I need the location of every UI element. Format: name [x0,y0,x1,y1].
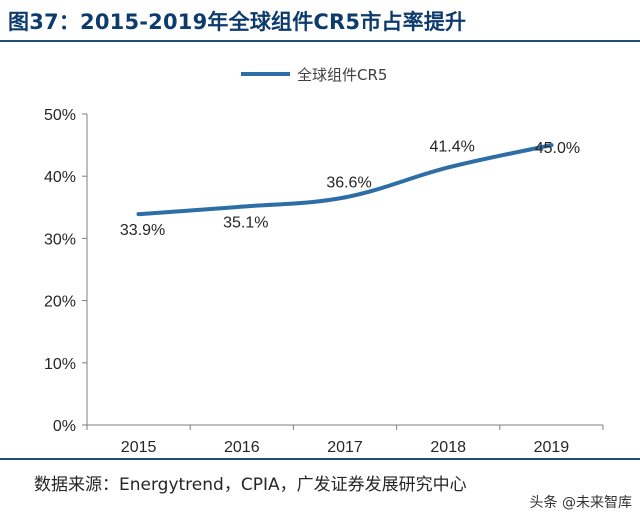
x-tick-label: 2016 [224,439,260,456]
data-label: 36.6% [326,174,371,191]
x-axis: 2015 2016 2017 2018 2019 [86,424,604,456]
y-tick-label: 40% [44,169,76,186]
title-rule [0,40,640,42]
data-point [446,165,451,170]
x-tick-label: 2019 [534,439,570,456]
x-tick-label: 2017 [327,439,363,456]
x-tick-label: 2018 [430,439,466,456]
watermark: 头条 @未来智库 [529,495,632,511]
legend: 全球组件CR5 [241,66,387,84]
line-chart: 全球组件CR5 0%10%20%30%40%50% 2015 2016 2017 20… [44,66,604,456]
source-note: 数据来源：Energytrend，CPIA，广发证券发展研究中心 [34,475,467,495]
data-label: 33.9% [120,222,165,239]
footer-rule [0,458,640,460]
x-tick-label: 2015 [121,439,157,456]
data-label: 35.1% [223,215,268,232]
y-tick-label: 0% [53,418,76,435]
data-point [136,212,141,217]
figure-title: 图37：2015-2019年全球组件CR5市占率提升 [8,10,467,34]
data-label: 41.4% [430,138,475,155]
legend-label: 全球组件CR5 [297,66,387,84]
data-point [343,195,347,200]
data-point [239,204,244,209]
y-tick-label: 10% [44,356,76,373]
y-tick-label: 30% [44,231,76,248]
series-group [136,143,554,217]
data-label: 45.0% [535,140,580,157]
y-tick-label: 50% [44,107,76,124]
y-axis: 0% 10% 20% 30% 40% 50% [44,107,88,435]
data-point [549,143,554,148]
data-labels: 33.9% 35.1% 36.6% 41.4% 45.0% [120,138,580,239]
y-tick-label: 20% [44,294,76,311]
